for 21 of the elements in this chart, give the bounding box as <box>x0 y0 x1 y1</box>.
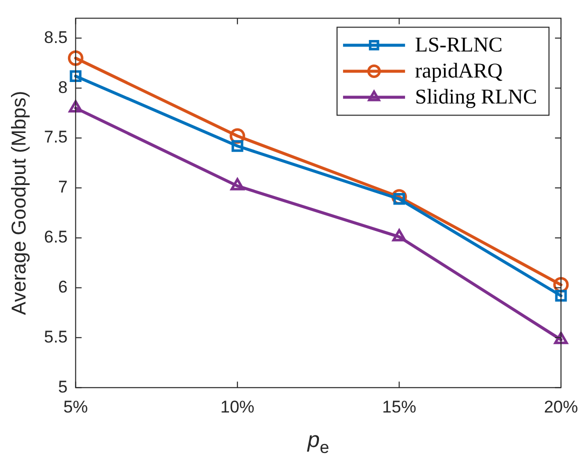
legend-label: LS-RLNC <box>415 32 503 57</box>
point <box>555 290 567 302</box>
x-tick-label: 5% <box>63 397 88 416</box>
point <box>70 70 82 82</box>
y-axis-title: Average Goodput (Mbps) <box>8 90 31 315</box>
x-tick-label: 15% <box>382 397 416 416</box>
point <box>68 100 83 113</box>
y-tick-label: 6 <box>58 277 68 296</box>
point <box>232 140 244 152</box>
y-tick-label: 8.5 <box>44 28 68 47</box>
x-tick-label: 20% <box>544 397 578 416</box>
y-tick-label: 6.5 <box>44 228 68 247</box>
point <box>68 50 84 66</box>
y-tick-label: 7.5 <box>44 128 68 147</box>
x-tick-label: 10% <box>220 397 254 416</box>
y-tick-label: 7 <box>58 178 68 197</box>
legend-label: rapidARQ <box>415 58 503 83</box>
y-tick-label: 5.5 <box>44 327 68 346</box>
y-tick-label: 5 <box>58 377 68 396</box>
y-tick-label: 8 <box>58 78 68 97</box>
legend-label: Sliding RLNC <box>415 84 537 109</box>
